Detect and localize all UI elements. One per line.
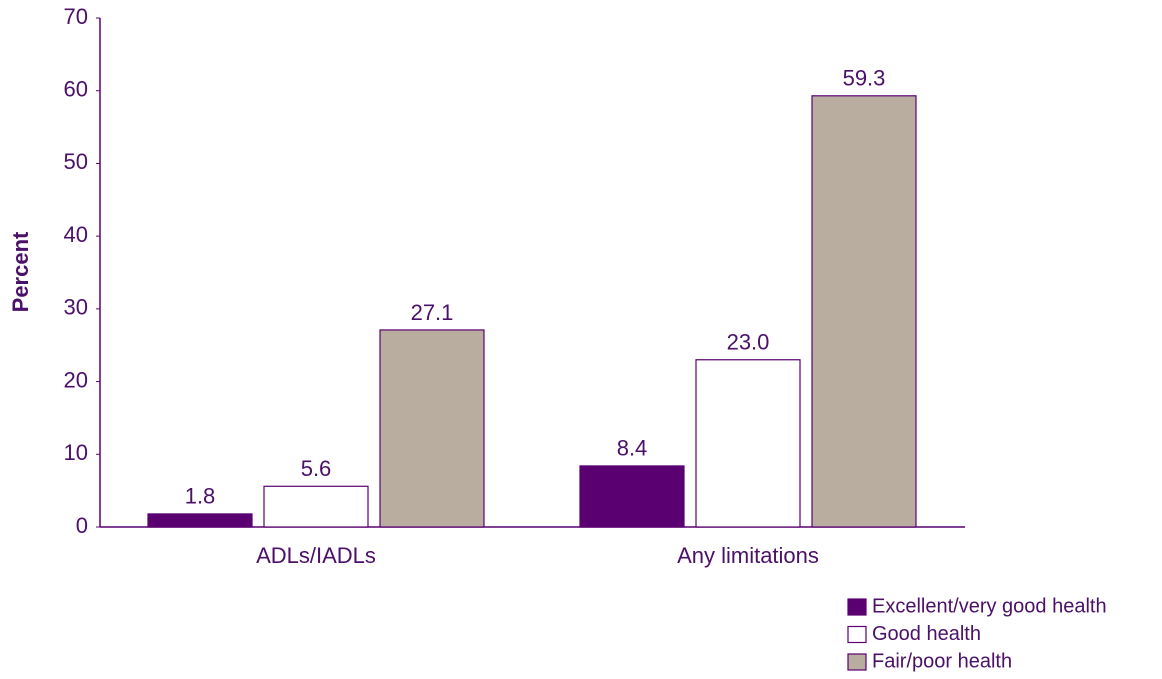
y-tick-label: 70 (64, 4, 88, 29)
legend-label: Excellent/very good health (872, 595, 1107, 617)
value-label: 59.3 (843, 66, 886, 91)
bar (811, 95, 917, 528)
bar (147, 513, 253, 528)
bar (579, 465, 685, 528)
bar (263, 485, 369, 528)
legend-swatch (847, 653, 867, 671)
legend-label: Fair/poor health (872, 650, 1012, 672)
x-tick-label: ADLs/IADLs (256, 543, 376, 568)
value-label: 23.0 (727, 330, 770, 355)
value-label: 27.1 (411, 300, 454, 325)
legend-swatch (847, 598, 867, 616)
legend-swatch (847, 625, 867, 644)
y-tick-label: 60 (64, 77, 88, 102)
y-tick-label: 10 (64, 440, 88, 465)
value-label: 5.6 (301, 456, 332, 481)
value-label: 1.8 (185, 484, 216, 509)
y-tick-label: 50 (64, 149, 88, 174)
bar (379, 329, 485, 528)
y-axis-label: Percent (8, 231, 33, 312)
bar (695, 359, 801, 528)
y-tick-label: 0 (76, 513, 88, 538)
x-tick-label: Any limitations (677, 543, 819, 568)
y-tick-label: 40 (64, 222, 88, 247)
value-label: 8.4 (617, 436, 648, 461)
y-tick-label: 30 (64, 295, 88, 320)
y-tick-label: 20 (64, 367, 88, 392)
legend-label: Good health (872, 623, 981, 645)
